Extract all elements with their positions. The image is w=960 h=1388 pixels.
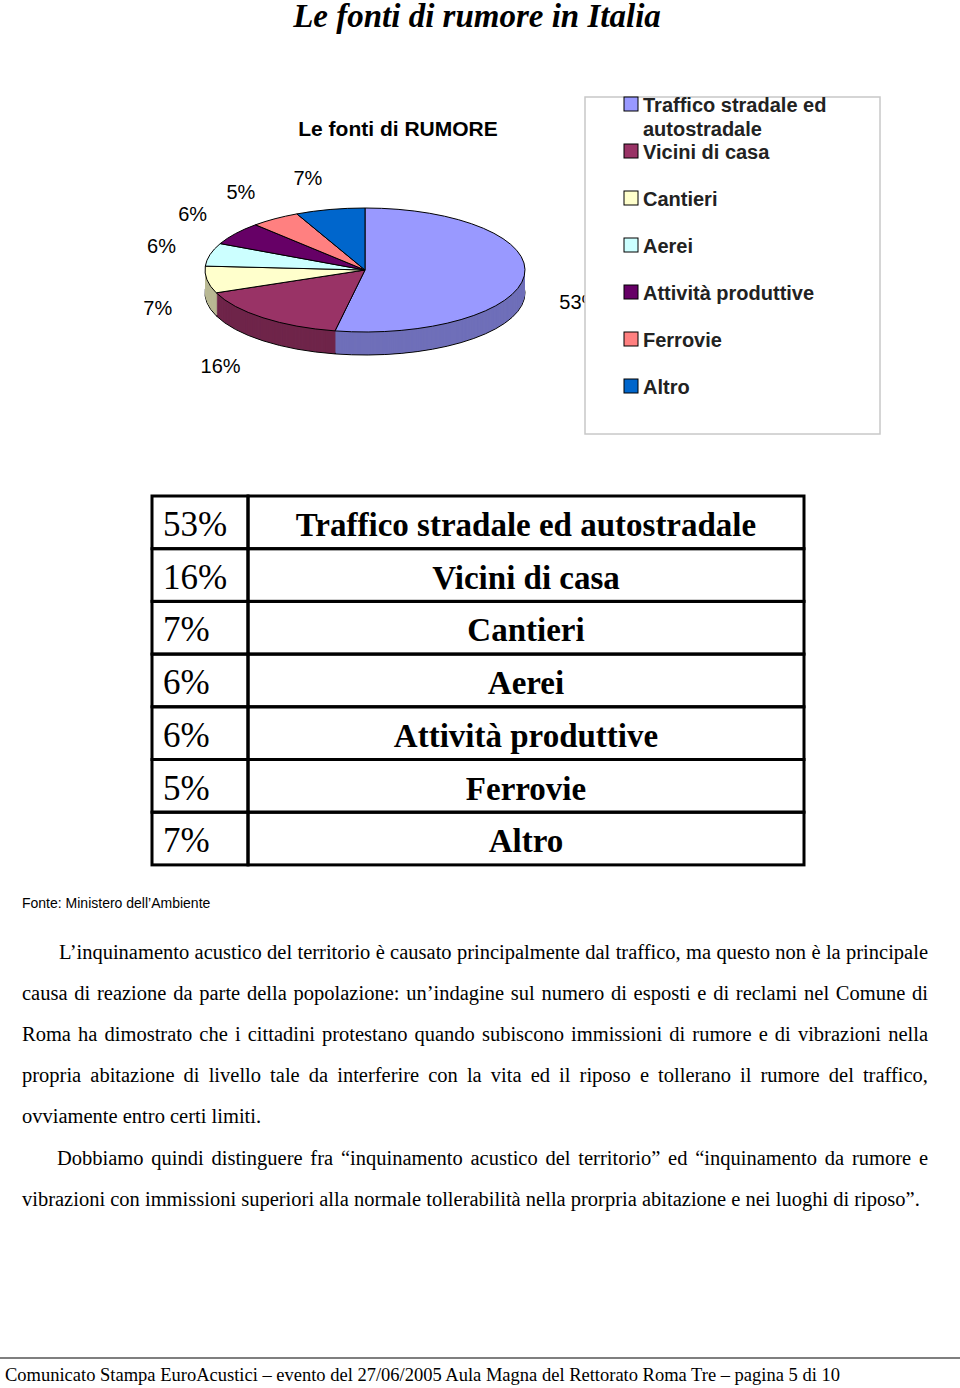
page-canvas: Le fonti di rumore in Italia Le fonti di … <box>0 0 960 1388</box>
data-label: 7% <box>143 297 172 319</box>
table-source-name: Altro <box>489 823 564 859</box>
legend-label: Cantieri <box>643 188 717 210</box>
table-cell <box>152 549 248 602</box>
pie <box>205 208 525 355</box>
table-percent: 6% <box>163 716 210 755</box>
page-title: Le fonti di rumore in Italia <box>292 0 661 34</box>
table-cell <box>248 707 804 760</box>
chart-title: Le fonti di RUMORE <box>298 117 497 140</box>
table-percent: 53% <box>163 505 227 544</box>
table-cell <box>248 760 804 813</box>
table-cell <box>152 760 248 813</box>
paragraph: Dobbiamo quindi distinguere fra “inquina… <box>22 1138 928 1220</box>
legend-label: Traffico stradale edautostradale <box>643 94 826 140</box>
table-source-name: Ferrovie <box>466 771 586 807</box>
source-note: Fonte: Ministero dell’Ambiente <box>22 895 211 911</box>
footer-rule <box>0 1357 960 1358</box>
pie-top <box>205 208 525 332</box>
table-source-name: Vicini di casa <box>432 560 620 596</box>
table-cell <box>152 601 248 654</box>
data-labels: 53%16%7%6%6%5%7% <box>143 167 599 377</box>
table-cell <box>248 654 804 707</box>
pie-side-layer <box>205 209 525 333</box>
legend-swatch <box>624 238 638 252</box>
table-cell <box>152 812 248 865</box>
legend-label: Vicini di casa <box>643 141 770 163</box>
data-label: 16% <box>201 355 241 377</box>
legend-swatch <box>624 144 638 158</box>
slice <box>297 208 365 270</box>
table-cell <box>248 549 804 602</box>
legend-swatch <box>624 332 638 346</box>
table-percent: 16% <box>163 558 227 597</box>
data-label: 5% <box>226 181 255 203</box>
table-source-name: Aerei <box>488 665 564 701</box>
table-cell <box>248 601 804 654</box>
slice <box>205 266 365 293</box>
legend-label: Attività produttive <box>643 282 814 304</box>
table-percent: 5% <box>163 769 210 808</box>
data-label: 7% <box>294 167 323 189</box>
legend: Traffico stradale edautostradaleVicini d… <box>585 94 880 434</box>
legend-frame <box>585 97 880 434</box>
footer: Comunicato Stampa EuroAcustici – evento … <box>5 1365 840 1385</box>
legend-swatch <box>624 379 638 393</box>
table-source-name: Cantieri <box>467 612 584 648</box>
table: 53% Traffico stradale ed autostradale 16% V… <box>152 496 804 865</box>
legend-swatch <box>624 97 638 111</box>
legend-label: Ferrovie <box>643 329 722 351</box>
table-percent: 7% <box>163 610 210 649</box>
table-cell <box>248 812 804 865</box>
paragraph: L’inquinamento acustico del territorio è… <box>22 932 928 1137</box>
table-source-name: Attività produttive <box>394 718 658 754</box>
legend-label: Aerei <box>643 235 693 257</box>
data-label: 6% <box>178 203 207 225</box>
data-label: 6% <box>147 235 176 257</box>
table-percent: 6% <box>163 663 210 702</box>
table-cell <box>152 707 248 760</box>
legend-swatch <box>624 285 638 299</box>
table-source-name: Traffico stradale ed autostradale <box>296 507 756 543</box>
legend-swatch <box>624 191 638 205</box>
table-percent: 7% <box>163 821 210 860</box>
table-cell <box>152 654 248 707</box>
legend-label: Altro <box>643 376 690 398</box>
table-cell <box>152 496 248 549</box>
table-cell <box>248 496 804 549</box>
